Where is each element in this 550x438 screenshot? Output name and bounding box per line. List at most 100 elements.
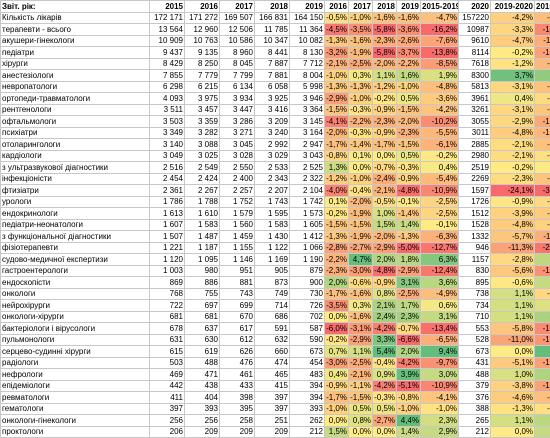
value-cell: 1 595 (255, 208, 290, 220)
value-cell: 2 424 (185, 173, 220, 185)
pct-cell: -0,2% (421, 150, 459, 162)
pct-cell: -0,4% (373, 357, 397, 369)
value-cell: 393 (290, 403, 325, 415)
pct-cell: -2,3% (373, 35, 397, 47)
pct-cell: -3,1% (491, 104, 535, 116)
pct-cell: -3,4% (535, 196, 550, 208)
pct-cell: 0,0% (325, 415, 349, 427)
pct-cell: -1,5% (349, 392, 373, 404)
value-cell: 3261 (459, 104, 491, 116)
pct-cell: -1,9% (349, 47, 373, 59)
pct-cell: -4,2% (397, 357, 421, 369)
value-cell: 2885 (459, 139, 491, 151)
pct-cell: 0,0% (349, 426, 373, 438)
value-cell: 7618 (459, 58, 491, 70)
pct-cell: -1,0% (325, 403, 349, 415)
value-cell: 768 (150, 288, 185, 300)
pct-cell: -24,1% (491, 185, 535, 197)
value-cell: 3 447 (220, 104, 255, 116)
row-label: інфекціоністи (1, 173, 150, 185)
value-cell: 1 187 (185, 242, 220, 254)
value-cell: 2 400 (220, 173, 255, 185)
pct-cell: -7,5% (535, 173, 550, 185)
value-cell: 397 (150, 403, 185, 415)
value-cell: 1597 (459, 185, 491, 197)
value-cell: 166 831 (255, 12, 290, 24)
pct-cell: 3,9% (397, 369, 421, 381)
pct-cell: -0,6% (349, 277, 373, 289)
pct-cell: 0,1% (535, 162, 550, 174)
pct-cell: 1,0% (373, 208, 397, 220)
pct-cell: -2,1% (373, 185, 397, 197)
row-label: бактеріологи і вірусологи (1, 323, 150, 335)
pct-cell: -22,5% (535, 242, 550, 254)
row-label: офтальмологи (1, 116, 150, 128)
value-cell: 1726 (459, 196, 491, 208)
value-cell: 3 049 (150, 150, 185, 162)
pct-cell: -4,2% (373, 380, 397, 392)
value-cell: 169 507 (220, 12, 255, 24)
value-cell: 206 (150, 426, 185, 438)
pct-cell: 1,1% (373, 70, 397, 82)
pct-cell: -8,7% (535, 12, 550, 24)
pct-cell: -4,2% (373, 323, 397, 335)
pct-cell: -2,0% (373, 58, 397, 70)
pct-cell: -1,2% (373, 81, 397, 93)
value-cell: 256 (185, 415, 220, 427)
pct-cell: -2,2% (325, 254, 349, 266)
row-label: психіатри (1, 127, 150, 139)
pct-cell: -0,3% (349, 127, 373, 139)
value-cell: 1 573 (290, 208, 325, 220)
pct-cell: -2,9% (349, 334, 373, 346)
pct-cell: -1,1% (349, 380, 373, 392)
value-cell: 3 088 (185, 139, 220, 151)
value-cell: 11 364 (290, 24, 325, 36)
pct-cell: -0,7% (397, 323, 421, 335)
value-cell: 2 525 (290, 162, 325, 174)
value-cell: 209 (255, 426, 290, 438)
pct-cell: 0,3% (349, 70, 373, 82)
pct-cell: 2,3% (397, 311, 421, 323)
value-cell: 591 (255, 323, 290, 335)
pct-cell: -2,2% (349, 116, 373, 128)
pct-cell: -2,1% (491, 139, 535, 151)
row-label: хірурги (1, 58, 150, 70)
value-cell: 3 145 (290, 116, 325, 128)
pct-cell: 1,1% (349, 346, 373, 358)
value-cell: 3 045 (220, 139, 255, 151)
row-label: ендоскопісти (1, 277, 150, 289)
pct-cell: -7,7% (535, 81, 550, 93)
pct-cell: 4,7% (349, 254, 373, 266)
pct-cell: 3,3% (373, 334, 397, 346)
pct-cell: -2,5% (397, 288, 421, 300)
value-cell: 1 610 (185, 208, 220, 220)
value-cell: 3 975 (185, 93, 220, 105)
header-year: 2015 (150, 1, 185, 13)
value-cell: 951 (220, 265, 255, 277)
pct-cell: -4,9% (421, 288, 459, 300)
value-cell: 212 (459, 426, 491, 438)
value-cell: 873 (255, 277, 290, 289)
value-cell: 6 215 (185, 81, 220, 93)
pct-cell: 0,6% (421, 300, 459, 312)
value-cell: 10987 (459, 24, 491, 36)
value-cell: 2 549 (185, 162, 220, 174)
pct-cell: -2,7% (349, 242, 373, 254)
value-cell: 900 (290, 277, 325, 289)
value-cell: 3 457 (185, 104, 220, 116)
pct-cell: -1,5% (397, 139, 421, 151)
value-cell: 1 430 (255, 231, 290, 243)
pct-cell: -0,3% (373, 392, 397, 404)
pct-cell: -1,6% (349, 35, 373, 47)
value-cell: 8 004 (290, 70, 325, 82)
value-cell: 13 564 (150, 24, 185, 36)
pct-cell: 2,1% (373, 300, 397, 312)
pct-cell: -3,9% (491, 208, 535, 220)
value-cell: 8 250 (185, 58, 220, 70)
row-label: судово-медичної експертизи (1, 254, 150, 266)
value-cell: 702 (290, 311, 325, 323)
